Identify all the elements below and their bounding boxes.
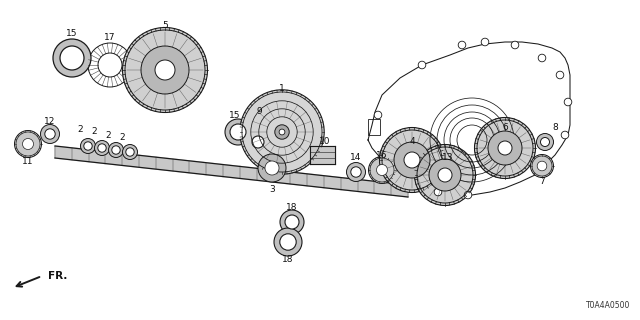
- Circle shape: [122, 28, 207, 113]
- Circle shape: [458, 41, 466, 49]
- Circle shape: [394, 142, 430, 178]
- Text: 12: 12: [44, 117, 56, 126]
- Circle shape: [274, 228, 302, 256]
- Circle shape: [464, 191, 472, 199]
- Text: 4: 4: [409, 138, 415, 147]
- Circle shape: [84, 142, 92, 150]
- Text: 3: 3: [269, 186, 275, 195]
- Circle shape: [429, 159, 461, 191]
- Circle shape: [531, 155, 554, 178]
- Circle shape: [45, 129, 55, 139]
- Text: 6: 6: [502, 124, 508, 132]
- Text: 10: 10: [319, 138, 331, 147]
- Circle shape: [498, 141, 512, 155]
- Circle shape: [40, 124, 60, 143]
- Circle shape: [248, 132, 268, 152]
- Circle shape: [258, 154, 286, 182]
- Circle shape: [53, 39, 91, 77]
- Text: 2: 2: [105, 131, 111, 140]
- Text: 2: 2: [77, 125, 83, 134]
- Circle shape: [404, 152, 420, 168]
- Circle shape: [351, 167, 361, 177]
- Text: 11: 11: [22, 157, 34, 166]
- Text: 15: 15: [229, 110, 241, 119]
- Text: 15: 15: [67, 29, 77, 38]
- Circle shape: [252, 136, 264, 148]
- Text: 16: 16: [376, 150, 388, 159]
- Circle shape: [275, 125, 289, 139]
- Circle shape: [285, 215, 299, 229]
- Circle shape: [230, 124, 246, 140]
- Circle shape: [556, 71, 564, 79]
- Circle shape: [541, 138, 550, 147]
- Circle shape: [265, 161, 279, 175]
- Circle shape: [155, 60, 175, 80]
- Text: 8: 8: [552, 124, 558, 132]
- Circle shape: [374, 111, 382, 119]
- Circle shape: [346, 163, 365, 181]
- Circle shape: [122, 145, 138, 159]
- Circle shape: [60, 46, 84, 70]
- Circle shape: [434, 188, 442, 196]
- Circle shape: [98, 144, 106, 152]
- Circle shape: [418, 61, 426, 69]
- Text: 18: 18: [286, 204, 298, 212]
- Circle shape: [109, 142, 124, 157]
- Text: T0A4A0500: T0A4A0500: [586, 301, 630, 310]
- Text: FR.: FR.: [48, 271, 67, 281]
- Circle shape: [536, 133, 554, 150]
- Circle shape: [380, 127, 445, 193]
- Circle shape: [438, 168, 452, 182]
- Polygon shape: [55, 146, 408, 197]
- Text: 18: 18: [282, 255, 294, 265]
- Circle shape: [141, 46, 189, 94]
- Circle shape: [376, 164, 387, 175]
- Circle shape: [564, 98, 572, 106]
- Text: 13: 13: [442, 154, 454, 163]
- Circle shape: [280, 234, 296, 250]
- Circle shape: [537, 161, 547, 171]
- Circle shape: [538, 54, 546, 62]
- Circle shape: [225, 119, 251, 145]
- Circle shape: [369, 156, 396, 183]
- Circle shape: [22, 139, 33, 149]
- Circle shape: [95, 140, 109, 156]
- Text: 1: 1: [279, 84, 285, 92]
- Circle shape: [488, 131, 522, 165]
- Circle shape: [112, 146, 120, 154]
- Circle shape: [280, 210, 304, 234]
- Circle shape: [561, 131, 569, 139]
- Circle shape: [511, 41, 519, 49]
- Text: 9: 9: [253, 108, 262, 116]
- Text: 2: 2: [119, 132, 125, 141]
- Circle shape: [481, 38, 489, 46]
- Circle shape: [126, 148, 134, 156]
- Circle shape: [474, 117, 536, 179]
- Text: 14: 14: [350, 154, 362, 163]
- Circle shape: [415, 145, 476, 205]
- Text: 7: 7: [539, 178, 545, 187]
- Circle shape: [279, 129, 285, 135]
- Text: 2: 2: [91, 127, 97, 137]
- Circle shape: [240, 90, 324, 174]
- Text: 5: 5: [162, 20, 168, 29]
- Circle shape: [15, 131, 42, 157]
- Text: 17: 17: [104, 34, 116, 43]
- Circle shape: [81, 139, 95, 154]
